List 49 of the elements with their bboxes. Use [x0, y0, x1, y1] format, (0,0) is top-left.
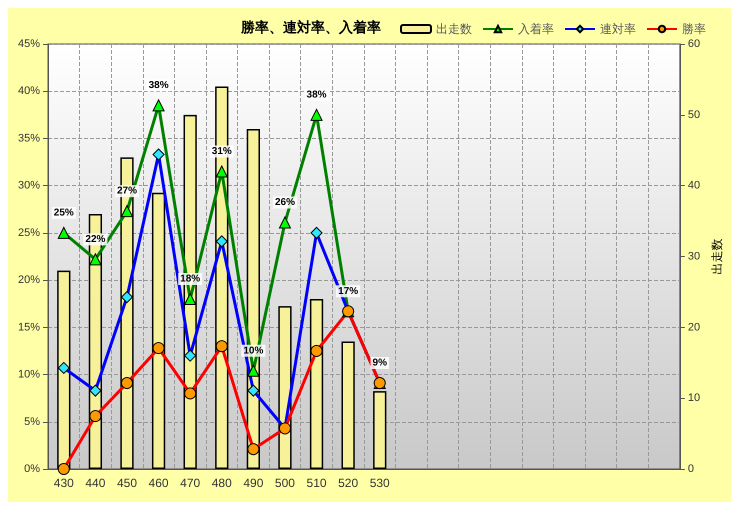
y2-tick-label: 50 [688, 108, 700, 121]
x-tick-label: 520 [338, 476, 358, 490]
y2-tick-label: 30 [688, 250, 700, 262]
x-tick-label: 510 [306, 476, 327, 490]
data-label: 27% [116, 186, 138, 197]
y2-tick-label: 0 [688, 463, 694, 475]
data-label: 38% [306, 89, 327, 100]
y2-axis-title: 出走数 [710, 238, 724, 274]
bar [373, 391, 386, 469]
bar [152, 192, 166, 469]
data-label: 22% [85, 234, 106, 245]
y2-tick-label: 10 [688, 392, 700, 404]
x-tick-label: 490 [243, 476, 264, 490]
y-tick-label: 40% [18, 85, 40, 98]
x-tick-label: 430 [54, 476, 74, 490]
y-tick-label: 30% [18, 180, 40, 192]
x-tick-label: 450 [116, 476, 138, 490]
data-label: 31% [212, 146, 232, 157]
data-label: 25% [54, 207, 74, 218]
x-tick-label: 500 [274, 476, 296, 490]
legend-label: 入着率 [518, 22, 554, 36]
x-tick-label: 480 [212, 476, 232, 490]
y-tick-label: 20% [18, 274, 40, 286]
bar [310, 299, 324, 469]
x-tick-label: 440 [85, 476, 106, 490]
x-tick-label: 530 [370, 476, 390, 490]
legend-label: 連対率 [600, 22, 636, 36]
y-tick-label: 5% [24, 416, 40, 428]
data-label: 38% [148, 80, 169, 91]
x-tick-label: 470 [180, 476, 200, 490]
y2-tick-label: 20 [688, 321, 700, 334]
legend-label: 勝率 [682, 22, 706, 36]
y-tick-label: 35% [18, 132, 40, 144]
legend-label: 出走数 [436, 22, 472, 36]
y-tick-label: 45% [18, 38, 40, 50]
y2-tick-label: 60 [688, 38, 700, 50]
data-label: 17% [338, 286, 358, 297]
data-label: 10% [243, 345, 264, 356]
data-label: 18% [180, 274, 200, 284]
y-tick-label: 10% [18, 368, 40, 381]
x-tick-label: 460 [148, 476, 169, 490]
bar [342, 342, 355, 469]
y-tick-label: 0% [24, 463, 40, 475]
y-tick-label: 25% [18, 226, 40, 239]
chart-title: 勝率、連対率、入着率 [240, 19, 381, 36]
data-label: 9% [372, 358, 388, 369]
data-label: 26% [274, 197, 296, 208]
y-tick-label: 15% [18, 321, 40, 334]
y2-tick-label: 40 [688, 180, 700, 192]
